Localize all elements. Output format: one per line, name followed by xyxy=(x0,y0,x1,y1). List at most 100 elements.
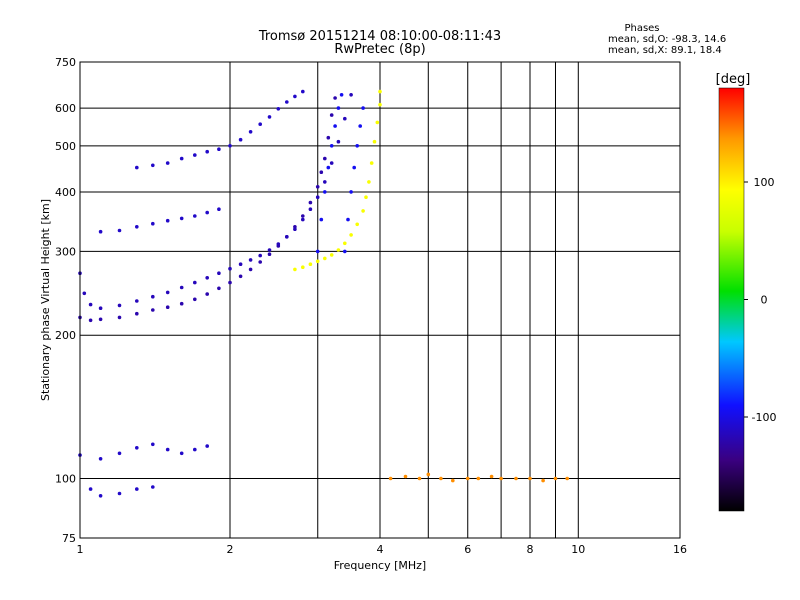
data-point xyxy=(135,446,139,450)
data-point xyxy=(151,308,155,312)
data-point xyxy=(308,200,313,205)
data-point xyxy=(336,106,341,110)
plot-frame xyxy=(79,61,681,539)
data-point xyxy=(205,149,209,154)
stats-line-o: mean, sd,O: -98.3, 14.6 xyxy=(608,34,726,45)
colorbar-label: [deg] xyxy=(716,72,751,87)
data-point xyxy=(489,474,494,479)
x-axis-label: Frequency [MHz] xyxy=(334,559,426,572)
data-point xyxy=(193,447,197,452)
data-point xyxy=(308,207,313,211)
data-point xyxy=(403,474,408,479)
data-point xyxy=(336,248,341,252)
colorbar-tick-label: 0 xyxy=(761,294,768,307)
data-point xyxy=(285,100,289,104)
data-point xyxy=(301,214,305,218)
data-point xyxy=(179,301,184,306)
data-point xyxy=(88,302,93,307)
data-point xyxy=(336,139,341,144)
data-point xyxy=(165,218,170,223)
data-point xyxy=(258,253,263,258)
data-point xyxy=(355,222,360,227)
data-point xyxy=(258,122,263,126)
data-point xyxy=(315,185,320,189)
x-tick-label: 1 xyxy=(77,543,84,556)
data-point xyxy=(339,93,344,97)
data-point xyxy=(135,299,139,303)
data-point xyxy=(349,190,353,194)
data-point xyxy=(541,478,545,483)
y-tick-label: 500 xyxy=(55,140,76,153)
data-point xyxy=(326,165,331,170)
y-tick-label: 750 xyxy=(55,56,76,69)
data-point xyxy=(117,303,122,308)
stats-line-x: mean, sd,X: 89.1, 18.4 xyxy=(608,45,722,56)
data-point xyxy=(117,491,122,496)
y-tick-label: 75 xyxy=(62,532,76,545)
colorbar-tick-label: 100 xyxy=(754,176,775,189)
y-tick-label: 400 xyxy=(55,186,76,199)
data-point xyxy=(193,280,197,285)
data-point xyxy=(358,124,363,128)
data-point xyxy=(135,311,139,316)
data-point xyxy=(98,457,103,461)
data-point xyxy=(355,144,360,148)
data-point xyxy=(315,195,320,199)
data-point xyxy=(343,241,347,246)
data-point xyxy=(352,165,357,170)
data-point xyxy=(228,266,232,271)
data-point xyxy=(308,262,313,267)
x-tick-label: 16 xyxy=(673,543,687,556)
data-point xyxy=(361,106,365,110)
y-tick-label: 600 xyxy=(55,102,76,115)
y-tick-label: 100 xyxy=(55,473,76,486)
data-point xyxy=(267,248,272,252)
data-point xyxy=(151,221,155,226)
x-tick-label: 8 xyxy=(527,543,534,556)
data-point xyxy=(205,210,209,215)
data-point xyxy=(248,267,253,272)
colorbar xyxy=(718,87,745,512)
data-point xyxy=(369,161,374,165)
data-point xyxy=(217,286,221,291)
data-point xyxy=(238,262,243,267)
data-point xyxy=(565,476,569,481)
data-point xyxy=(267,252,272,256)
data-point xyxy=(476,476,481,481)
chart-subtitle: RwPretec (8p) xyxy=(334,42,425,57)
grid-lines xyxy=(80,62,680,538)
x-tick-label: 4 xyxy=(377,543,384,556)
data-point xyxy=(553,476,558,481)
data-point xyxy=(301,265,305,270)
data-point xyxy=(82,291,87,296)
data-point xyxy=(179,156,184,161)
data-point xyxy=(151,163,155,168)
chart-title: Tromsø 20151214 08:10:00-08:11:43 xyxy=(258,29,501,44)
data-point xyxy=(238,274,243,279)
data-point xyxy=(88,318,93,323)
data-point xyxy=(88,487,93,491)
data-point xyxy=(165,161,170,165)
data-point xyxy=(319,217,324,222)
data-point xyxy=(117,228,122,233)
data-point xyxy=(217,147,221,151)
data-point xyxy=(217,271,221,276)
data-point xyxy=(193,297,197,302)
data-point xyxy=(98,317,103,322)
data-point xyxy=(361,209,365,213)
y-tick-label: 300 xyxy=(55,245,76,258)
data-point xyxy=(499,476,503,481)
data-point xyxy=(323,190,327,194)
data-point xyxy=(439,476,443,481)
data-point xyxy=(228,280,232,285)
data-point xyxy=(378,89,382,94)
data-point xyxy=(151,294,155,299)
data-point xyxy=(205,292,209,296)
data-point xyxy=(165,290,170,295)
x-tick-label: 6 xyxy=(464,543,471,556)
data-point xyxy=(329,113,334,117)
data-point xyxy=(346,217,350,222)
y-axis-label: Stationary phase Virtual Height [km] xyxy=(39,199,52,401)
data-point xyxy=(329,144,334,148)
data-point xyxy=(417,476,422,481)
